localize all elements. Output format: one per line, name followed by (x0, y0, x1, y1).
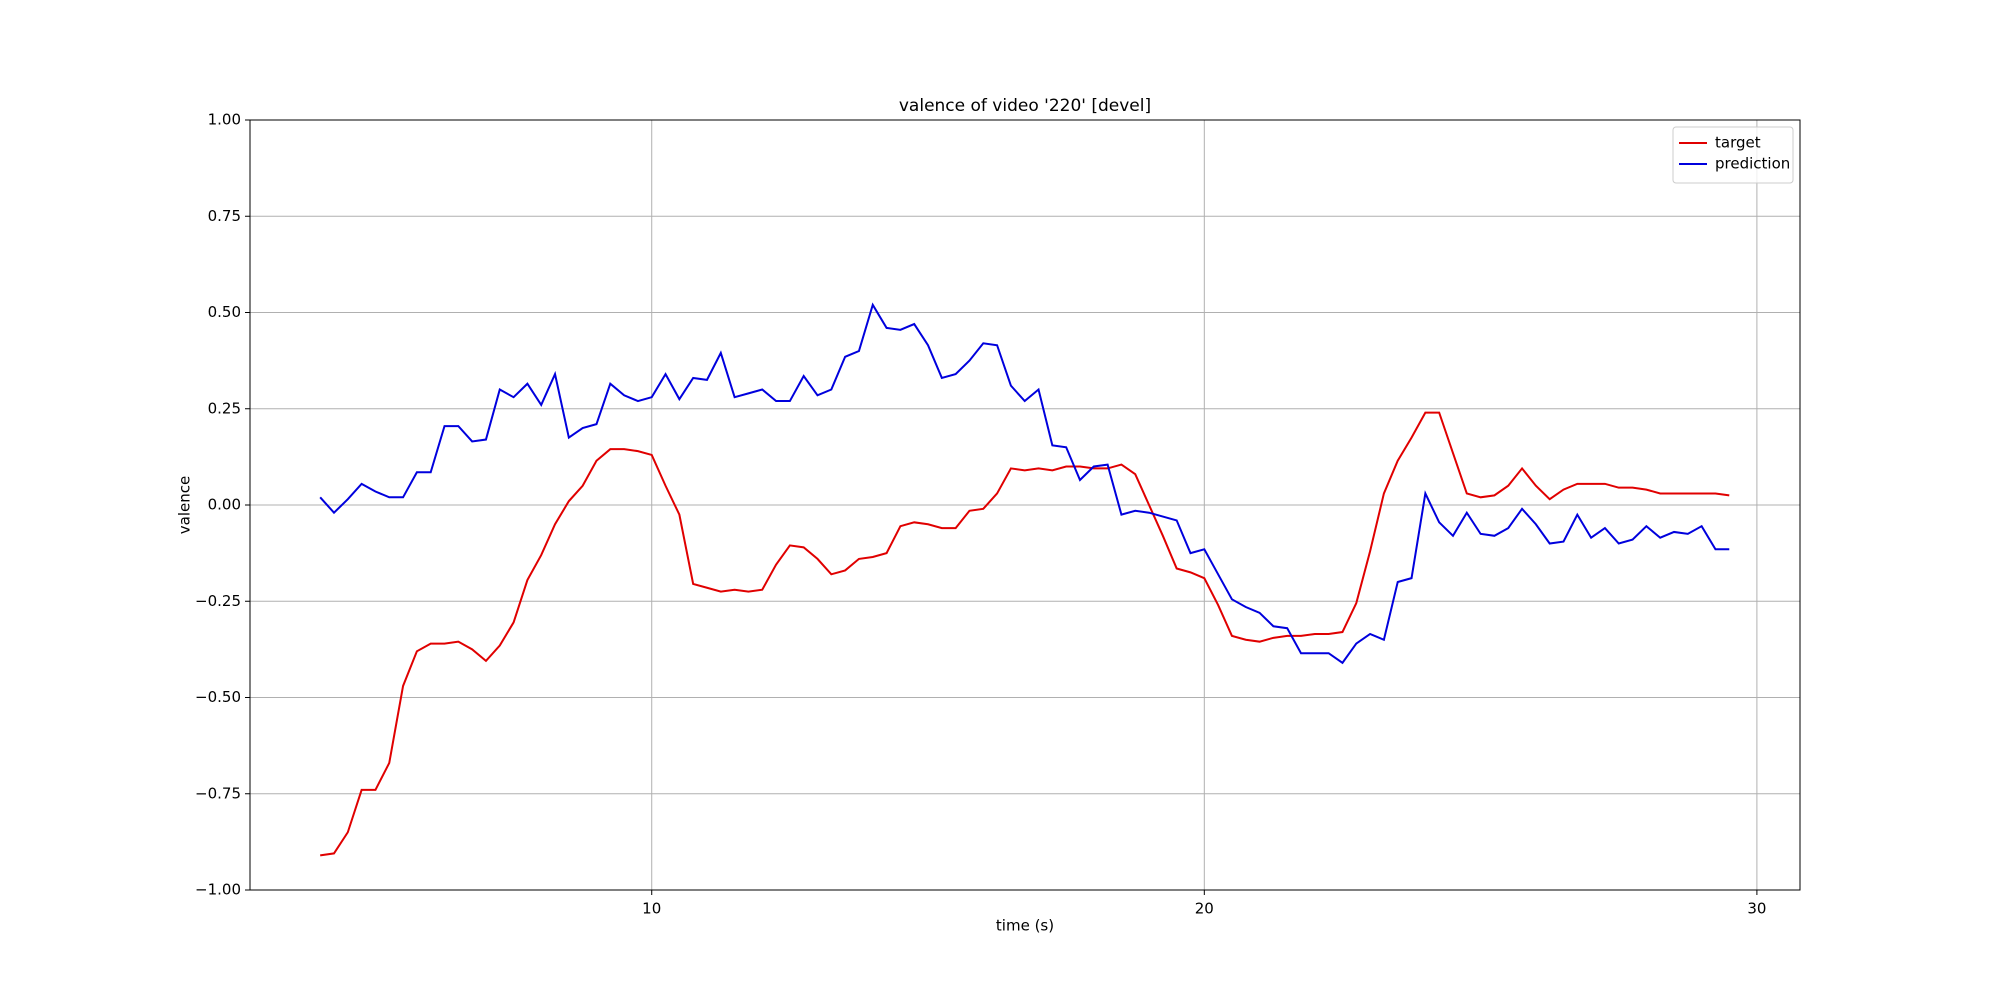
y-tick-label: 1.00 (208, 111, 241, 129)
legend-label: target (1715, 134, 1761, 152)
x-tick-label: 20 (1195, 900, 1214, 918)
series-line (320, 411, 1730, 857)
y-tick-label: −1.00 (195, 881, 241, 899)
y-axis-label: valence (176, 476, 194, 534)
legend-box (1672, 126, 1794, 184)
y-tick-label: 0.50 (208, 303, 241, 321)
y-tick-label: 0.00 (208, 496, 241, 514)
x-tick-label: 30 (1747, 900, 1766, 918)
chart-title: valence of video '220' [devel] (899, 96, 1151, 116)
y-tick-label: 0.25 (208, 399, 241, 417)
y-tick-label: −0.25 (195, 592, 241, 610)
series-line (319, 302, 1730, 665)
x-tick-label: 10 (642, 900, 661, 918)
plot-frame (249, 119, 1801, 891)
y-tick-label: 0.75 (208, 207, 241, 225)
legend-label: prediction (1715, 155, 1790, 173)
y-tick-label: −0.50 (195, 688, 241, 706)
y-tick-label: −0.75 (195, 784, 241, 802)
x-axis-label: time (s) (996, 917, 1054, 935)
